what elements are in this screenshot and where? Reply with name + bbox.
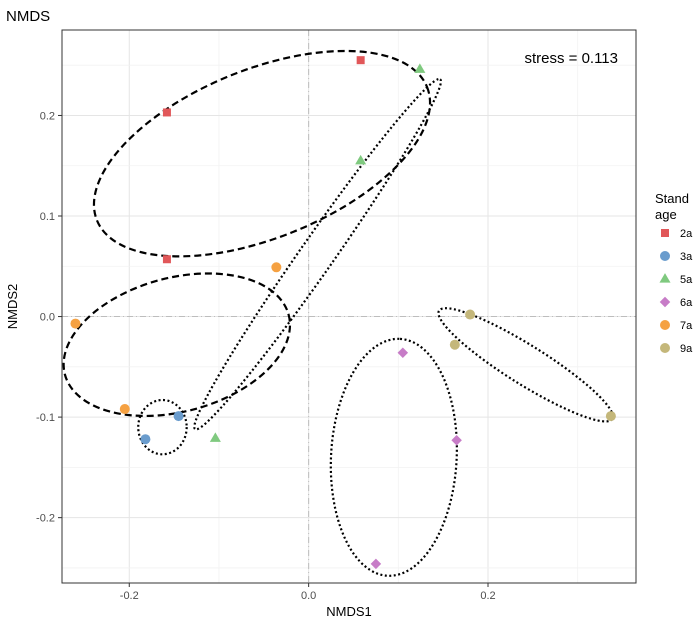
data-points xyxy=(70,56,616,570)
y-tick-label: 0.2 xyxy=(40,110,55,122)
legend-marker-9a xyxy=(660,343,670,353)
point-7a xyxy=(119,404,130,415)
x-axis-title: NMDS1 xyxy=(326,604,372,619)
legend-marker-2a xyxy=(661,229,669,237)
point-7a xyxy=(70,318,81,329)
legend-label-5a: 5a xyxy=(680,274,693,286)
y-tick-label: -0.1 xyxy=(36,412,55,424)
legend-marker-7a xyxy=(660,320,670,330)
y-tick-label: 0.0 xyxy=(40,312,55,324)
ellipse-7a xyxy=(62,272,292,418)
x-tick-label: 0.2 xyxy=(480,590,495,602)
point-3a xyxy=(173,411,184,422)
ellipse-6a xyxy=(329,337,458,577)
chart-title: NMDS xyxy=(6,8,50,25)
legend-label-2a: 2a xyxy=(680,228,693,240)
point-6a xyxy=(451,434,462,446)
grid-lines xyxy=(62,30,636,583)
point-2a xyxy=(162,255,171,264)
point-9a xyxy=(465,309,476,320)
legend-marker-3a xyxy=(660,251,670,261)
x-tick-label: -0.2 xyxy=(120,590,139,602)
legend-title: age xyxy=(655,207,677,222)
point-5a xyxy=(355,154,367,165)
point-2a xyxy=(162,108,171,117)
legend-title: Stand xyxy=(655,191,689,206)
legend-label-9a: 9a xyxy=(680,343,693,355)
y-axis-title: NMDS2 xyxy=(5,284,20,330)
plot-panel-border xyxy=(61,29,637,584)
point-7a xyxy=(271,262,282,273)
point-6a xyxy=(370,558,382,570)
ellipse-9a xyxy=(437,307,615,423)
stress-annotation: stress = 0.113 xyxy=(524,50,618,67)
point-6a xyxy=(397,347,409,359)
point-9a xyxy=(605,411,616,422)
legend-label-6a: 6a xyxy=(680,297,693,309)
ellipse-5a xyxy=(193,77,443,431)
legend-label-3a: 3a xyxy=(680,251,693,263)
reference-lines xyxy=(62,30,636,583)
legend-marker-6a xyxy=(659,296,671,308)
x-tick-label: 0.0 xyxy=(301,590,316,602)
point-2a xyxy=(356,56,365,65)
confidence-ellipses xyxy=(62,49,615,577)
point-3a xyxy=(140,434,151,445)
point-9a xyxy=(449,339,460,350)
ellipse-2a xyxy=(92,49,432,258)
legend-marker-5a xyxy=(659,273,671,283)
point-5a xyxy=(414,63,426,73)
axis-ticks: -0.2 0.0 0.2 -0.2 -0.1 0.0 0.1 0.2 xyxy=(36,110,496,602)
legend-label-7a: 7a xyxy=(680,320,693,332)
ellipse-3a xyxy=(137,398,188,456)
y-tick-label: -0.2 xyxy=(36,513,55,525)
point-5a xyxy=(209,432,221,442)
y-tick-label: 0.1 xyxy=(40,211,55,223)
